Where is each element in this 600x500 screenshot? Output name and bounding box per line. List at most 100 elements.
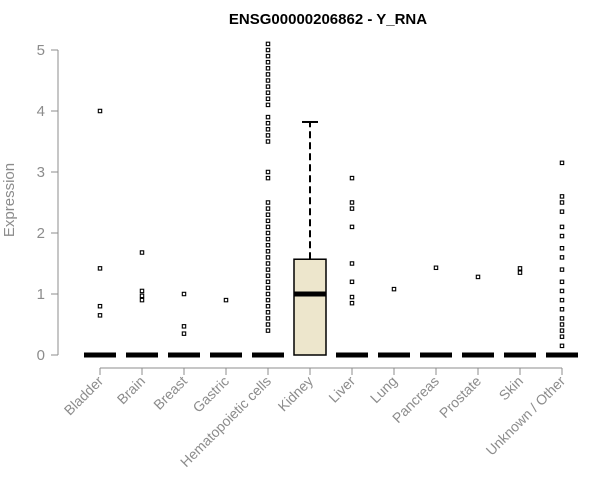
outlier-point (265, 175, 271, 181)
box-group (210, 297, 242, 358)
outlier-point (559, 255, 565, 260)
outlier-point (265, 297, 271, 303)
outlier-point (97, 313, 103, 318)
outlier-point (559, 334, 565, 339)
outlier-point (265, 303, 271, 309)
box-group (252, 41, 284, 358)
outlier-point (559, 306, 565, 312)
outlier-point (559, 288, 565, 294)
box-group (84, 108, 116, 358)
outlier-point (349, 261, 355, 266)
box-group (504, 266, 536, 358)
outlier-point (265, 47, 271, 53)
outlier-point (559, 194, 565, 199)
outlier-point (349, 294, 355, 300)
outlier-point (265, 120, 271, 126)
outlier-point (181, 291, 187, 297)
outlier-point (97, 303, 103, 309)
outlier-point (97, 266, 103, 271)
outlier-point (559, 267, 565, 272)
outlier-point (433, 265, 439, 271)
box-group (378, 286, 410, 358)
outlier-point (559, 322, 565, 327)
outlier-point (559, 246, 565, 251)
outlier-point (349, 300, 355, 306)
outlier-point (265, 316, 271, 321)
x-tick-label: Kidney (275, 373, 317, 415)
outlier-point (265, 169, 271, 175)
x-tick-label: Lung (367, 373, 400, 406)
outlier-point (265, 279, 271, 285)
y-axis-label: Expression (1, 163, 18, 237)
outlier-point (265, 285, 271, 291)
outlier-point (139, 250, 145, 255)
x-tick-label: Unknown / Other (483, 373, 569, 459)
outlier-point (265, 206, 271, 211)
y-axis: 0 1 2 3 4 5 (37, 42, 59, 364)
outlier-point (265, 96, 271, 102)
outlier-point (559, 316, 565, 321)
outlier-point (349, 175, 355, 181)
box-group (420, 265, 452, 358)
outlier-point (265, 114, 271, 120)
outlier-point (559, 209, 565, 214)
outlier-point (265, 133, 271, 138)
outlier-point (265, 59, 271, 65)
outlier-point (349, 279, 355, 285)
outlier-point (97, 108, 103, 114)
outlier-point (265, 66, 271, 71)
outlier-point (265, 242, 271, 248)
outlier-point (265, 230, 271, 236)
outlier-point (349, 206, 355, 211)
outlier-point (265, 212, 271, 217)
outlier-point (475, 274, 481, 280)
x-tick-label: Prostate (436, 373, 484, 421)
y-tick-label: 3 (37, 164, 45, 181)
y-tick-label: 1 (37, 286, 45, 303)
box-group (168, 291, 200, 358)
box-group (293, 120, 327, 356)
outlier-point (265, 249, 271, 254)
x-tick-label: Breast (150, 373, 190, 413)
outlier-point (517, 270, 523, 275)
outlier-point (559, 224, 565, 230)
x-tick-label: Skin (496, 373, 527, 404)
outlier-point (559, 160, 565, 166)
outlier-point (265, 328, 271, 333)
y-tick-label: 4 (37, 103, 45, 120)
outlier-point (265, 84, 271, 89)
outlier-point (265, 236, 271, 242)
outlier-point (265, 255, 271, 260)
x-tick-label: Bladder (61, 373, 107, 419)
outlier-point (349, 224, 355, 230)
outlier-point (265, 72, 271, 77)
outlier-point (265, 200, 271, 205)
box-body (293, 258, 327, 356)
outlier-point (265, 90, 271, 95)
outlier-point (349, 200, 355, 205)
outlier-point (265, 224, 271, 230)
outlier-point (265, 273, 271, 278)
box-group (126, 250, 158, 358)
outlier-point (265, 53, 271, 59)
x-tick-label: Brain (114, 373, 148, 407)
outlier-point (265, 291, 271, 297)
outlier-point (265, 78, 271, 83)
box-group (336, 175, 368, 358)
outlier-point (265, 41, 271, 47)
outlier-point (265, 102, 271, 108)
chart-title: ENSG00000206862 - Y_RNA (229, 11, 427, 28)
outlier-point (181, 324, 187, 329)
outlier-point (139, 297, 145, 303)
outlier-point (265, 139, 271, 144)
outlier-point (517, 266, 523, 271)
outlier-point (559, 279, 565, 285)
outlier-point (265, 218, 271, 224)
outlier-point (139, 293, 145, 299)
outlier-point (559, 200, 565, 205)
outlier-point (391, 286, 397, 292)
outlier-point (559, 233, 565, 239)
outlier-point (223, 297, 229, 303)
